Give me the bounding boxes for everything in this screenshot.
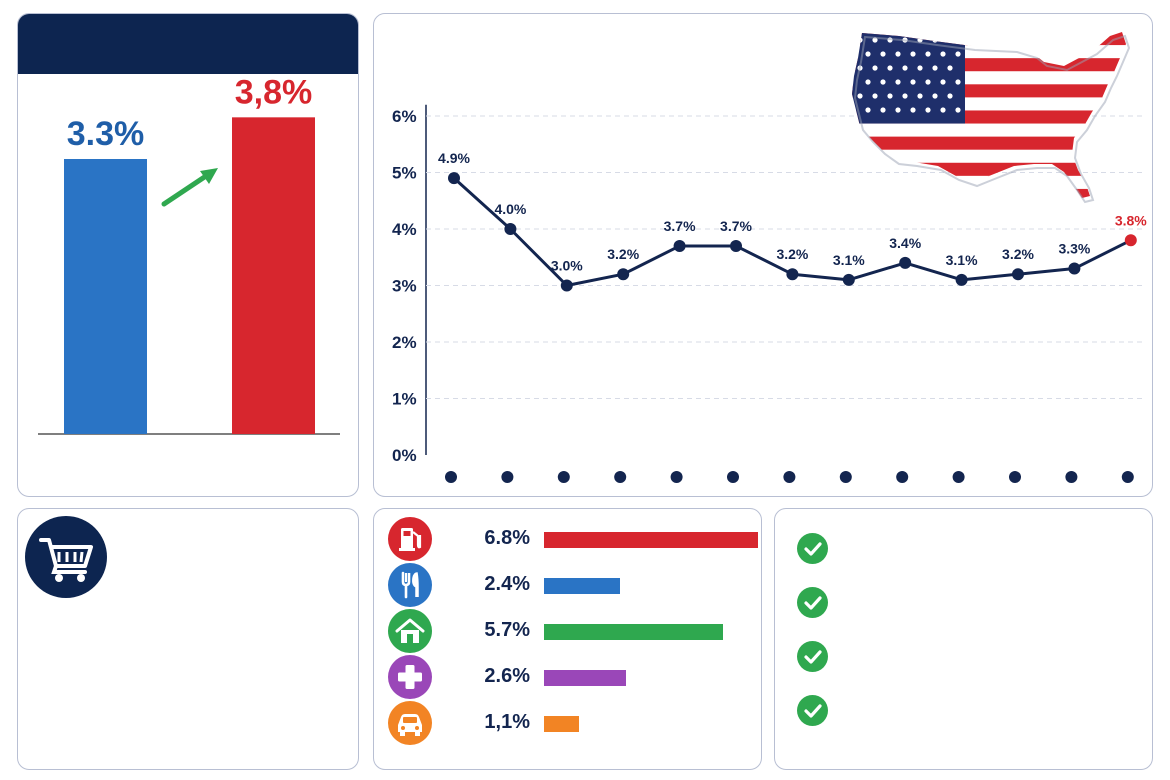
y-tick-label: 4% [392,220,417,239]
category-bar [544,532,758,548]
point-label: 3.1% [946,252,978,268]
fork-knife-icon [388,563,432,607]
data-point [842,273,855,286]
trend-chart: 0% 1% 2% 3% 4% 5% 6% 4.9% 4.0% 3.0% 3.2% 3.7% 3.7% 3.… [392,104,1147,483]
data-point [1012,268,1024,281]
y-tick-label: 0% [392,446,417,465]
y-tick-label: 2% [392,333,417,352]
x-tick-dot [896,471,909,483]
trend-panel: 0% 1% 2% 3% 4% 5% 6% 4.9% 4.0% 3.0% 3.2% 3.7% 3.7% 3.… [373,13,1153,497]
x-tick-dot [1009,471,1021,483]
data-point [899,256,912,269]
category-panel: 6.8% 2.4% 5.7% 2.6% 1,1% [373,508,762,770]
medical-cross-icon [388,655,432,699]
check-circle-icon [797,533,828,564]
x-tick-dot [445,471,457,483]
y-tick-label: 3% [392,277,417,296]
category-row: 1,1% [388,701,758,745]
point-label: 3.7% [720,218,752,234]
house-icon [388,609,432,653]
comparison-chart: 3.3% 3,8% [38,73,340,435]
data-point [617,268,630,281]
point-label: 3.0% [551,258,583,274]
cart-panel [17,508,359,770]
check-circle-icon [797,587,828,618]
point-label: 3.2% [776,246,808,262]
category-value: 2.6% [484,665,530,687]
point-label: 3.4% [889,235,921,251]
data-point [560,279,573,292]
category-bar [544,624,724,640]
x-tick-dot [1065,471,1078,483]
x-tick-dot [783,471,796,483]
point-label: 3.8% [1115,212,1147,228]
category-row: 2.6% [388,655,758,699]
point-label: 3.2% [1002,246,1034,262]
category-row: 5.7% [388,609,758,653]
usa-flag-map-icon [852,32,1131,204]
shopping-cart-icon [25,516,107,598]
x-tick-dot [839,471,852,483]
category-value: 1,1% [484,711,530,733]
data-point [1124,234,1137,247]
category-row: 6.8% [388,517,758,561]
point-label: 4.9% [438,150,470,166]
current-bar [232,117,315,434]
data-point [504,223,517,235]
category-value: 2.4% [484,573,530,595]
point-label: 3.2% [607,246,639,262]
current-value-label: 3,8% [235,73,313,111]
x-tick-dot [501,471,514,483]
data-point [786,268,799,281]
category-bar [544,578,620,594]
check-circle-icon [797,641,828,672]
x-tick-dot [614,471,627,483]
category-value: 6.8% [484,527,530,549]
category-value: 5.7% [484,619,530,641]
car-icon [388,701,432,745]
x-tick-dot [557,471,570,483]
point-label: 4.0% [494,201,526,217]
y-tick-label: 1% [392,390,417,409]
x-tick-dot [1121,471,1134,483]
data-point [673,239,686,252]
category-row: 2.4% [388,563,758,607]
point-label: 3.3% [1058,241,1090,257]
category-bar [544,670,626,686]
point-label: 3.1% [833,252,865,268]
fuel-pump-icon [388,517,432,561]
comparison-panel: 3.3% 3,8% [17,13,359,497]
data-point [448,172,460,185]
x-tick-dot [670,471,683,483]
data-point [730,239,742,252]
arrow-up-right-icon [161,168,218,207]
data-point [955,273,968,286]
x-tick-dot [727,471,739,483]
y-tick-label: 6% [392,107,417,126]
check-circle-icon [797,695,828,726]
point-label: 3.7% [664,218,696,234]
y-tick-label: 5% [392,164,417,183]
x-tick-dot [952,471,965,483]
category-bar [544,716,579,732]
previous-value-label: 3.3% [67,115,145,153]
data-point [1068,262,1081,275]
comparison-header [18,14,358,74]
previous-bar [64,159,147,434]
checklist-panel [774,508,1153,770]
